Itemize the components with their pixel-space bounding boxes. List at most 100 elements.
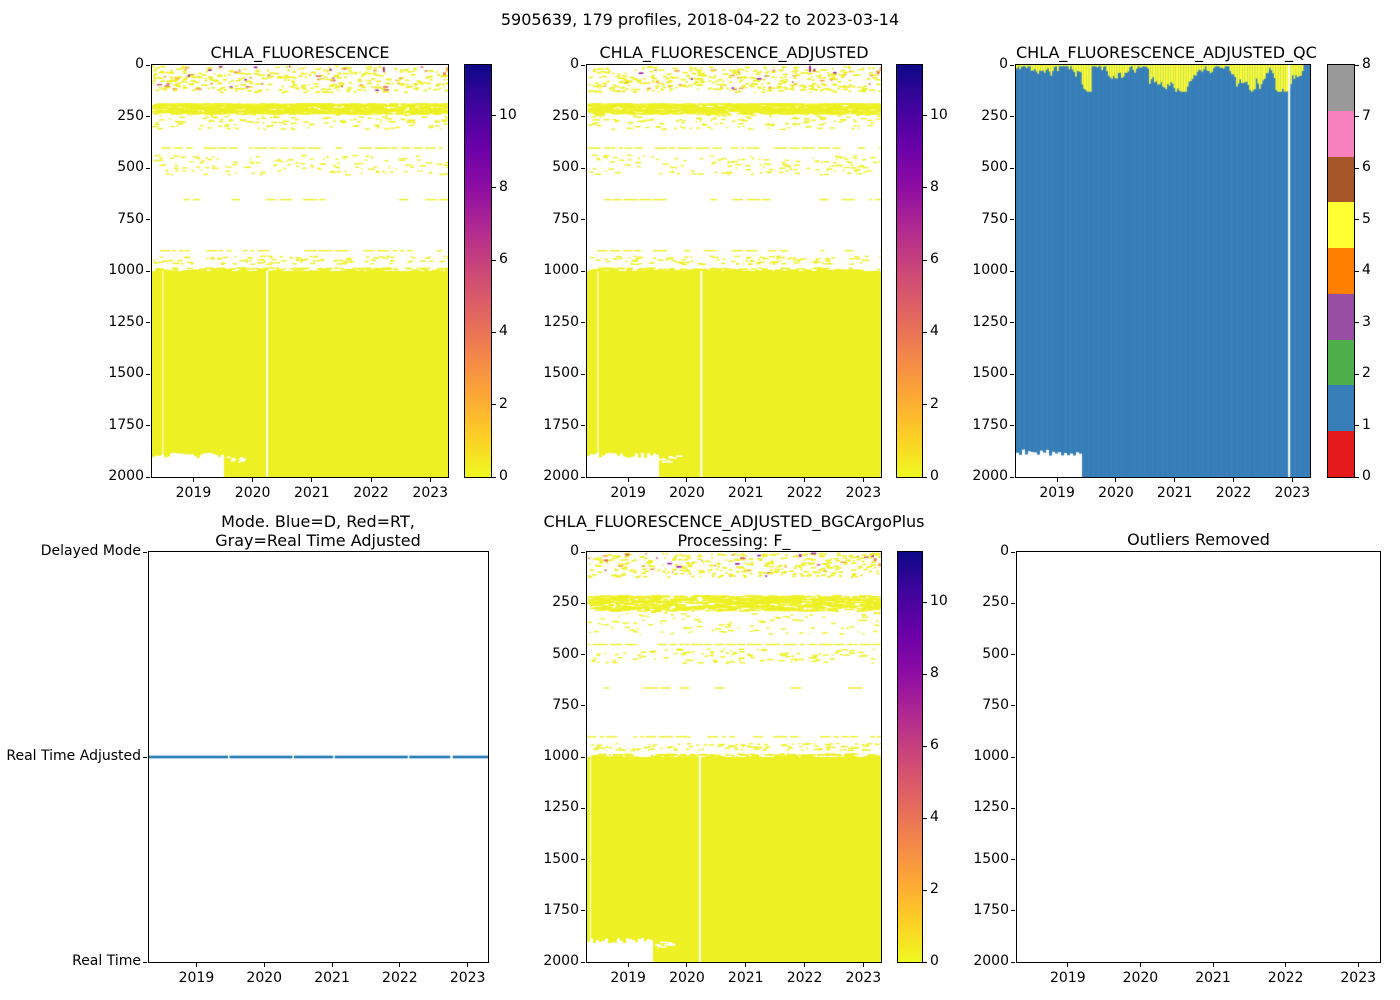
x-tick-mark (862, 963, 864, 967)
colorbar-tick-label: 5 (1362, 210, 1371, 227)
y-tick-mark (1011, 705, 1015, 707)
colorbar-tick-mark (492, 476, 496, 478)
x-tick-label: 2022 (786, 970, 823, 986)
x-tick-label: 2019 (1039, 485, 1075, 501)
x-tick-label: 2023 (412, 485, 449, 501)
colorbar-tick-mark (1355, 270, 1359, 272)
colorbar-tick-mark (923, 745, 927, 747)
colorbar-tick-label: 0 (1362, 468, 1371, 484)
y-tick-mark (146, 425, 150, 426)
y-tick-label: 750 (552, 210, 579, 227)
x-tick-mark (686, 963, 688, 967)
x-tick-label: 2022 (1215, 485, 1252, 501)
y-category-label: Real Time Adjusted (6, 748, 141, 764)
colorbar-tick-label: 2 (930, 395, 939, 412)
y-tick-mark (581, 64, 585, 66)
y-tick-mark (146, 322, 150, 323)
y-tick-label: 0 (135, 56, 144, 72)
colorbar-tick-label: 0 (930, 468, 939, 484)
colorbar-tick-mark (492, 331, 496, 333)
y-tick-label: 500 (552, 645, 579, 662)
y-tick-mark (146, 270, 150, 272)
y-tick-mark (581, 425, 585, 426)
y-tick-mark (1010, 167, 1014, 169)
y-tick-mark (143, 961, 147, 963)
colorbar-tick-label: 8 (930, 178, 939, 195)
x-tick-label: 2021 (727, 485, 764, 501)
x-tick-mark (192, 478, 194, 482)
y-tick-mark (581, 373, 585, 375)
colorbar-tick-mark (492, 187, 496, 189)
colorbar-chla_fluorescence_adjusted (896, 64, 923, 478)
x-tick-mark (429, 478, 431, 482)
y-tick-label: 2000 (108, 468, 144, 484)
colorbar-tick-label: 2 (1362, 365, 1371, 381)
y-tick-label: 250 (981, 107, 1008, 124)
colorbar-segment-flag-8 (1328, 64, 1354, 111)
colorbar-segment-flag-2 (1328, 339, 1354, 386)
y-tick-mark (146, 219, 150, 220)
colorbar-tick-label: 8 (499, 178, 508, 195)
colorbar-tick-label: 8 (930, 665, 939, 682)
y-tick-label: 0 (570, 56, 579, 72)
axes-chla_fluorescence_adjusted_qc (1015, 64, 1311, 478)
colorbar-tick-label: 4 (499, 323, 508, 340)
colorbar-tick-mark (923, 115, 927, 117)
y-tick-mark (581, 551, 585, 553)
y-tick-mark (146, 167, 150, 169)
colorbar-tick-mark (1355, 425, 1359, 426)
y-tick-mark (1010, 270, 1014, 272)
y-tick-mark (581, 167, 585, 169)
x-tick-label: 2020 (669, 485, 705, 501)
colorbar-tick-mark (923, 331, 927, 333)
axes-mode (148, 551, 489, 963)
y-tick-mark (1011, 859, 1015, 860)
panel-title-chla-fluorescence: CHLA_FLUORESCENCE (210, 43, 390, 62)
x-tick-mark (627, 478, 629, 482)
y-tick-label: 1500 (973, 850, 1009, 867)
y-tick-label: 500 (981, 159, 1008, 175)
x-tick-label: 2023 (845, 485, 882, 501)
x-tick-mark (195, 963, 197, 967)
colorbar-tick-label: 6 (930, 251, 939, 268)
y-tick-mark (146, 373, 150, 375)
y-category-label: Delayed Mode (40, 543, 141, 559)
colorbar-tick-label: 10 (499, 106, 517, 123)
y-tick-label: 1250 (543, 799, 579, 816)
colorbar-tick-mark (923, 601, 927, 603)
x-tick-mark (1056, 478, 1058, 482)
colorbar-tick-label: 6 (930, 737, 939, 754)
y-tick-label: 750 (982, 696, 1009, 713)
y-tick-mark (581, 116, 585, 117)
y-tick-label: 250 (117, 107, 144, 124)
y-tick-mark (146, 116, 150, 117)
x-tick-label: 2021 (1156, 485, 1193, 501)
colorbar-tick-mark (923, 476, 927, 478)
y-tick-mark (146, 64, 150, 66)
colorbar-tick-mark (923, 673, 927, 675)
x-tick-label: 2021 (1195, 970, 1231, 986)
y-tick-label: 0 (570, 543, 579, 559)
colorbar-tick-label: 0 (930, 953, 939, 969)
colorbar-tick-mark (492, 259, 496, 261)
x-tick-label: 2019 (175, 485, 212, 501)
panel-title-chla-fluorescence-adjusted: CHLA_FLUORESCENCE_ADJUSTED (599, 43, 869, 62)
y-tick-label: 1250 (108, 313, 144, 330)
axes-chla_fluorescence_adjusted_bgcargoplus (586, 551, 882, 963)
axes-chla_fluorescence_adjusted (586, 64, 882, 478)
colorbar-tick-mark (923, 961, 927, 963)
x-tick-mark (311, 478, 313, 482)
colorbar-tick-label: 7 (1362, 107, 1371, 124)
colorbar-tick-mark (492, 404, 496, 406)
y-tick-label: 1250 (972, 313, 1008, 330)
y-tick-mark (1011, 551, 1015, 553)
colorbar-tick-label: 8 (1362, 56, 1371, 72)
colorbar-tick-label: 6 (499, 251, 508, 268)
y-tick-label: 1750 (108, 416, 144, 433)
y-tick-mark (581, 859, 585, 860)
y-tick-label: 1250 (543, 313, 579, 330)
panel-title-bgcargoplus: CHLA_FLUORESCENCE_ADJUSTED_BGCArgoPlus P… (434, 512, 1034, 550)
y-tick-mark (1010, 425, 1014, 426)
x-tick-mark (745, 963, 747, 967)
y-tick-mark (146, 476, 150, 478)
